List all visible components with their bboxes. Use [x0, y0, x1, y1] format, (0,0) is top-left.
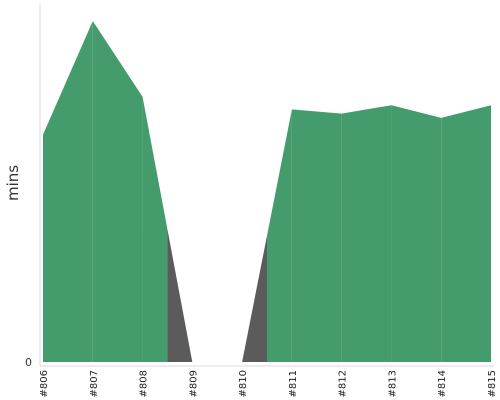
- area-segment-#812-#813: [341, 105, 392, 362]
- x-tick-label: #809: [188, 370, 199, 397]
- x-tick-label: #811: [288, 370, 299, 397]
- x-tick-label: #807: [89, 370, 100, 397]
- area-layer: [43, 21, 491, 362]
- y-tick-group: 0: [25, 356, 32, 369]
- area-segment-#811-#812: [291, 109, 342, 362]
- x-tick-label: #815: [487, 370, 498, 397]
- x-tick-label: #813: [387, 370, 398, 397]
- x-tick-group: #806 #807 #808 #809 #810 #811 #812 #813 #814 #815: [39, 370, 498, 397]
- area-segment-#814-#815: [441, 105, 491, 362]
- x-tick-label: #806: [39, 370, 50, 397]
- area-segment-#808-mid: [142, 96, 168, 362]
- failure-segment-#808-#809: [167, 229, 193, 362]
- x-tick-label: #808: [139, 370, 150, 397]
- x-tick-label: #810: [238, 370, 249, 397]
- y-axis-label: mins: [4, 165, 22, 201]
- failure-segment-#810-#811: [242, 235, 267, 362]
- x-tick-label: #812: [338, 370, 349, 397]
- area-segment-mid-#811: [267, 109, 292, 362]
- area-segment-#813-#814: [391, 105, 442, 362]
- area-segment-#806-#807: [43, 21, 93, 362]
- y-tick-label: 0: [25, 356, 32, 369]
- area-segment-#807-#808: [92, 21, 143, 362]
- x-tick-label: #814: [437, 370, 448, 397]
